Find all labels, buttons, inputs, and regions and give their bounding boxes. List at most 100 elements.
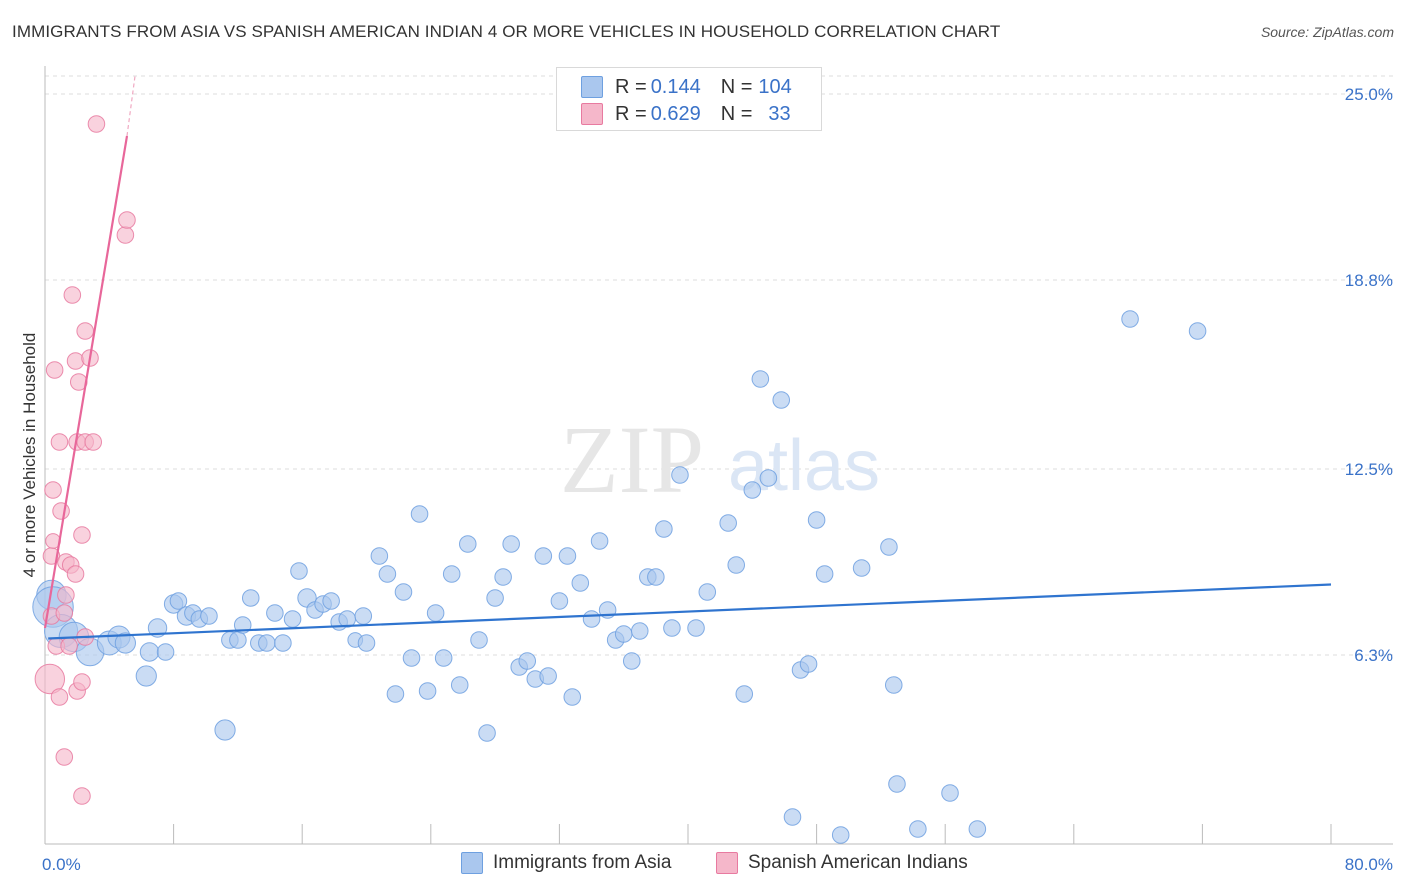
asia-point xyxy=(563,688,582,706)
asia-point xyxy=(941,784,959,802)
spanish-point xyxy=(118,211,136,229)
asia-point xyxy=(663,619,681,637)
asia-point xyxy=(258,634,276,652)
watermark-zip: ZIP xyxy=(560,406,704,513)
asia-point xyxy=(614,625,633,643)
asia-point xyxy=(434,649,453,667)
spanish-point xyxy=(50,688,69,706)
asia-swatch xyxy=(581,76,603,98)
asia-point xyxy=(478,724,496,742)
asia-point xyxy=(909,820,927,838)
asia-point xyxy=(852,559,871,577)
asia-point xyxy=(322,592,340,610)
spanish-point xyxy=(34,663,66,695)
y-axis-label: 4 or more Vehicles in Household xyxy=(20,333,39,578)
asia-point xyxy=(772,391,791,409)
legend-label: Immigrants from Asia xyxy=(493,852,672,873)
x-tick-label: 0.0% xyxy=(42,855,81,874)
spanish-point xyxy=(60,637,78,655)
asia-point xyxy=(727,556,746,574)
asia-point xyxy=(735,685,754,703)
asia-point xyxy=(266,604,284,622)
n-value: 33 xyxy=(768,102,791,125)
spanish-point xyxy=(66,352,85,370)
asia-point xyxy=(200,607,218,625)
legend-item-spanish[interactable]: Spanish American Indians xyxy=(716,852,968,874)
stats-row-asia: R = 0.144 N = 104 xyxy=(581,74,792,100)
spanish-point xyxy=(66,565,85,583)
asia-point xyxy=(630,622,649,640)
asia-point xyxy=(671,466,689,484)
legend-label: Spanish American Indians xyxy=(748,852,968,873)
asia-legend-swatch xyxy=(461,852,483,874)
n-value: 104 xyxy=(758,75,792,98)
asia-point xyxy=(968,820,987,838)
y-tick-label: 12.5% xyxy=(1345,460,1393,479)
asia-point xyxy=(494,568,512,586)
asia-point xyxy=(214,719,236,741)
asia-point xyxy=(410,505,429,523)
asia-point xyxy=(880,538,898,556)
asia-point xyxy=(622,652,641,670)
legend-item-asia[interactable]: Immigrants from Asia xyxy=(461,852,671,874)
tick-labels: 6.3% 12.5% 18.8% 25.0% 0.0% 80.0% xyxy=(42,85,1393,874)
asia-point xyxy=(402,649,421,667)
spanish-point xyxy=(55,604,74,622)
asia-point xyxy=(1121,310,1139,328)
asia-point xyxy=(357,634,376,652)
spanish-point xyxy=(52,502,70,520)
asia-point xyxy=(571,574,590,592)
y-tick-label: 18.8% xyxy=(1345,271,1393,290)
stats-row-spanish: R = 0.629 N = 33 xyxy=(581,101,791,127)
axes xyxy=(44,66,1393,845)
r-value: 0.144 xyxy=(650,75,701,98)
asia-point xyxy=(539,667,557,685)
asia-point xyxy=(558,547,577,565)
asia-point xyxy=(698,583,717,601)
asia-point xyxy=(229,631,247,649)
asia-point xyxy=(378,565,397,583)
asia-point xyxy=(502,535,520,553)
asia-point xyxy=(759,469,778,487)
series-legend: Immigrants from Asia Spanish American In… xyxy=(0,852,1406,878)
asia-point xyxy=(114,632,136,654)
spanish-swatch xyxy=(581,103,603,125)
spanish-point xyxy=(73,787,91,805)
y-tick-label: 6.3% xyxy=(1354,646,1393,665)
r-value: 0.629 xyxy=(650,102,701,125)
spanish-point xyxy=(44,481,62,499)
asia-point xyxy=(655,520,673,538)
asia-point xyxy=(550,592,569,610)
asia-point xyxy=(169,592,188,610)
asia-point xyxy=(815,565,834,583)
gridlines xyxy=(45,75,1393,656)
source-note: Source: ZipAtlas.com xyxy=(1260,24,1394,40)
asia-point xyxy=(156,643,175,661)
asia-point xyxy=(241,589,260,607)
asia-point xyxy=(290,562,308,580)
asia-point xyxy=(647,568,665,586)
spanish-point xyxy=(73,673,91,691)
trend-lines xyxy=(43,75,1332,640)
asia-point xyxy=(274,634,292,652)
asia-point xyxy=(418,682,437,700)
spanish-point xyxy=(55,748,74,766)
spanish-point xyxy=(116,226,135,244)
asia-point xyxy=(450,676,469,694)
asia-point xyxy=(442,565,461,583)
asia-point xyxy=(534,547,553,565)
asia-point xyxy=(590,532,609,550)
spanish-trend-line xyxy=(43,135,129,629)
asia-point xyxy=(687,619,705,637)
asia-point xyxy=(139,642,160,662)
n-label: N = xyxy=(720,75,753,98)
stats-legend: R = 0.144 N = 104 R = 0.629 N = 33 xyxy=(556,67,822,131)
asia-trend-line xyxy=(48,583,1332,640)
asia-point xyxy=(386,685,405,703)
spanish-point xyxy=(84,433,103,451)
spanish-trend-extension xyxy=(126,75,136,137)
chart-title: IMMIGRANTS FROM ASIA VS SPANISH AMERICAN… xyxy=(12,22,1001,41)
asia-point xyxy=(582,610,601,628)
asia-point xyxy=(884,676,903,694)
